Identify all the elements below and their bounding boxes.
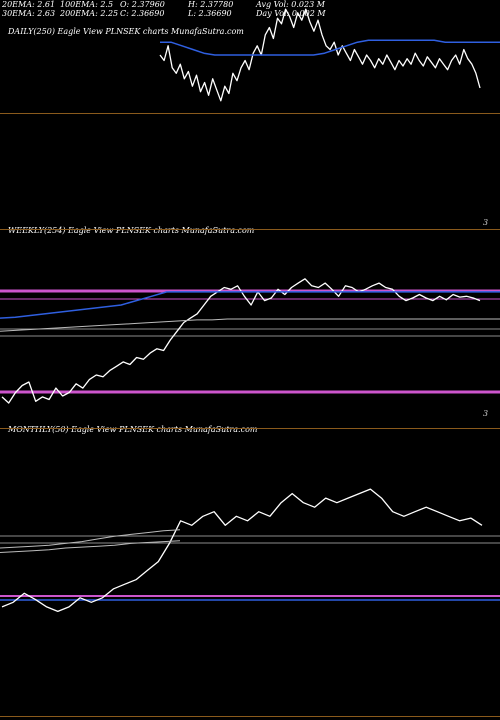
weekly-panel-marker: 3 [483,409,489,418]
ema30-stat: 30EMA: 2.63 [2,9,56,18]
monthly-ema-line [0,529,181,549]
stats-row-1: 20EMA: 2.61 100EMA: 2.5 O: 2.37960 H: 2.… [2,0,498,10]
bottom-separator [0,716,500,717]
weekly-ema-line [0,291,500,319]
daily-ema-line [160,39,500,56]
stats-row-2: 30EMA: 2.63 200EMA: 2.25 C: 2.36690 L: 2… [2,9,498,19]
ema200-stat: 200EMA: 2.25 [60,9,119,18]
daily-price-line [159,8,481,102]
daily-bottom-separator [0,113,500,114]
day-vol-stat: Day Vol: 0.002 M [256,9,326,18]
ema100-stat: 100EMA: 2.5 [60,0,114,9]
monthly-price-line [1,488,483,613]
monthly-ema-line-2 [0,540,181,553]
open-stat: O: 2.37960 [120,0,165,9]
monthly-top-separator [0,428,500,429]
weekly-price-line [1,278,481,404]
monthly-panel-label: MONTHLY(50) Eagle View PLNSEK charts Mun… [8,425,258,434]
weekly-panel-label: WEEKLY(254) Eagle View PLNSEK charts Mun… [8,226,255,235]
daily-panel-marker: 3 [483,218,489,227]
close-stat: C: 2.36690 [120,9,165,18]
low-stat: L: 2.36690 [188,9,232,18]
high-stat: H: 2.37780 [188,0,234,9]
ema20-stat: 20EMA: 2.61 [2,0,56,9]
weekly-ema-line-2 [0,318,500,332]
avg-vol-stat: Avg Vol: 0.023 M [256,0,325,9]
daily-panel-label: DAILY(250) Eagle View PLNSEK charts Muna… [8,27,244,36]
weekly-top-separator [0,229,500,230]
